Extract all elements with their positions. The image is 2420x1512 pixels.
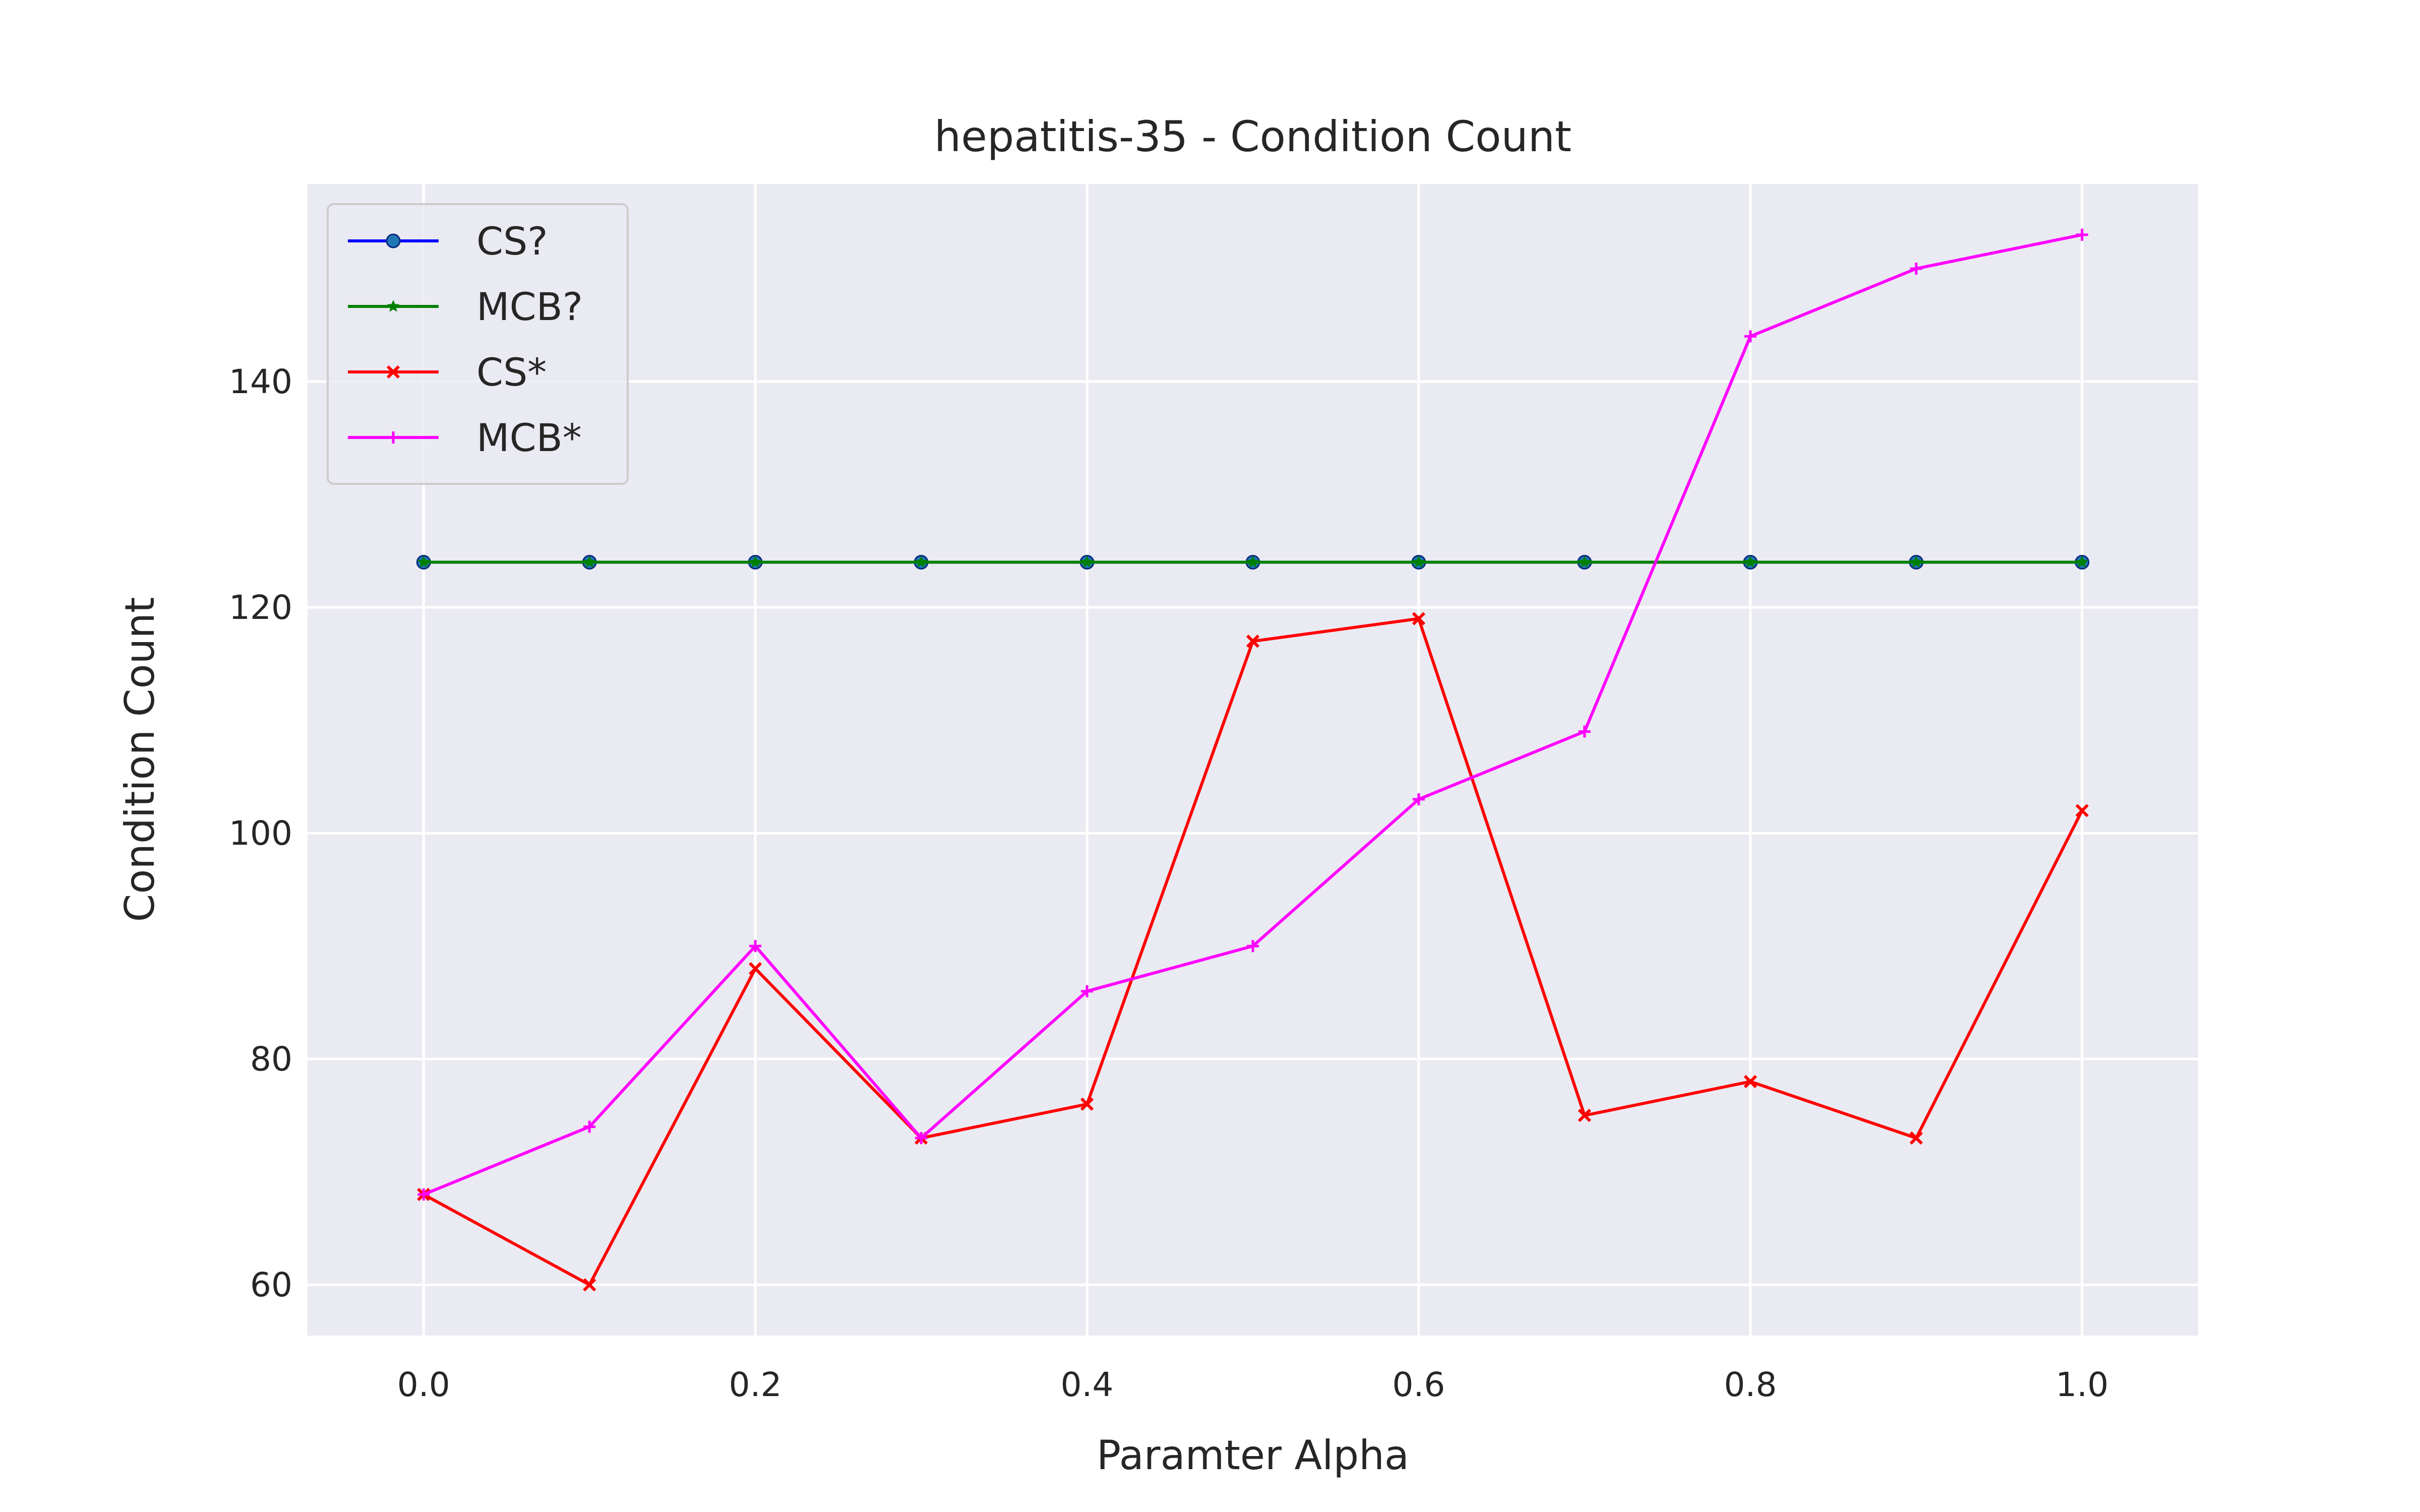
legend-label: CS* (476, 350, 547, 395)
data-point (1080, 555, 1094, 568)
legend-entry: MCB* (348, 415, 582, 460)
data-point (1247, 940, 1259, 953)
chart-title: hepatitis-35 - Condition Count (934, 112, 1571, 161)
data-point (749, 940, 762, 953)
y-axis-label: Condition Count (116, 597, 163, 922)
data-point (2076, 555, 2089, 568)
data-point (1578, 725, 1591, 738)
legend-marker (386, 233, 401, 248)
legend-entry: MCB? (348, 284, 583, 329)
x-tick-label: 0.4 (1061, 1365, 1114, 1404)
series-3 (417, 612, 2089, 1292)
series-group (416, 228, 2090, 1292)
data-point (417, 1188, 430, 1201)
x-axis-ticks: 0.0 0.2 0.4 0.6 0.8 1.0 (397, 1365, 2108, 1404)
data-point (1080, 1097, 1094, 1111)
legend-label: MCB* (476, 415, 582, 460)
x-tick-label: 0.2 (729, 1365, 782, 1404)
data-point (1910, 263, 1922, 275)
legend-marker (387, 431, 399, 444)
y-tick-label: 80 (250, 1040, 292, 1079)
data-point (1578, 1109, 1592, 1122)
data-point (915, 1131, 928, 1144)
legend-marker (387, 300, 400, 312)
data-point (1412, 793, 1425, 805)
data-point (1744, 330, 1757, 343)
data-point (417, 555, 430, 568)
data-point (2076, 228, 2088, 241)
data-point (2075, 804, 2089, 817)
legend: CS? MCB? CS* MCB* (327, 203, 629, 485)
data-point (1412, 555, 1425, 568)
data-point (583, 1278, 596, 1292)
data-point (1412, 612, 1426, 625)
x-tick-label: 1.0 (2055, 1365, 2108, 1404)
data-point (1744, 555, 1757, 568)
data-point (1246, 555, 1259, 568)
data-point (749, 962, 762, 976)
data-point (915, 555, 928, 568)
y-axis-ticks: 60 80 100 120 140 (229, 362, 292, 1304)
data-point (1578, 555, 1591, 568)
series-4 (417, 228, 2088, 1201)
y-tick-label: 140 (229, 362, 292, 401)
legend-entry: CS? (348, 219, 548, 264)
data-point (1743, 1075, 1757, 1089)
x-tick-label: 0.6 (1392, 1365, 1445, 1404)
data-point (1910, 555, 1923, 568)
data-point (1081, 985, 1094, 997)
x-axis-label: Paramter Alpha (1097, 1432, 1409, 1479)
legend-box (327, 203, 629, 485)
data-point (583, 555, 596, 568)
x-tick-label: 0.0 (397, 1365, 450, 1404)
series-2 (417, 555, 2089, 568)
legend-label: MCB? (476, 284, 583, 329)
grid-lines (308, 184, 2198, 1336)
x-tick-label: 0.8 (1724, 1365, 1777, 1404)
data-point (1246, 635, 1260, 648)
legend-marker (386, 365, 400, 379)
legend-entry: CS* (348, 350, 547, 395)
y-tick-label: 60 (250, 1266, 292, 1304)
y-tick-label: 100 (229, 814, 292, 853)
data-point (583, 1120, 596, 1133)
legend-label: CS? (476, 219, 548, 264)
data-point (1909, 1131, 1923, 1145)
data-point (749, 555, 762, 568)
y-tick-label: 120 (229, 588, 292, 627)
